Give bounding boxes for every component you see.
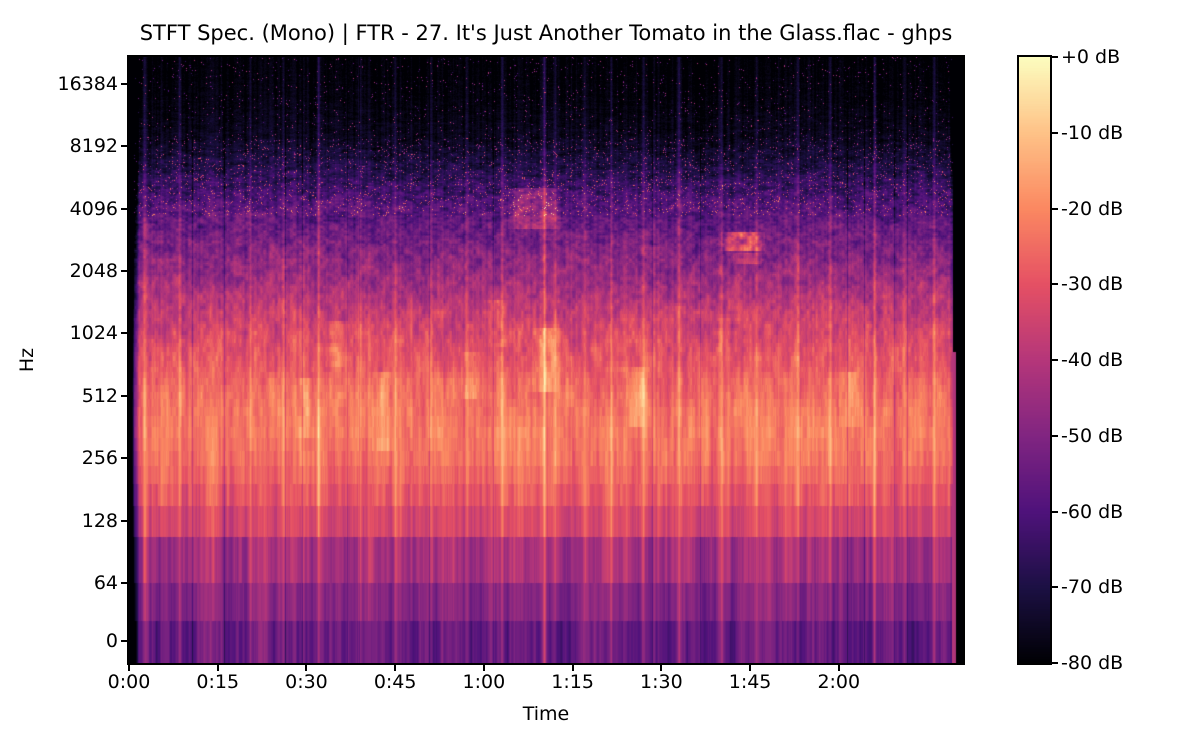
y-tick-label: 16384 <box>57 72 118 95</box>
x-tick-mark <box>394 665 397 671</box>
colorbar-tick-mark <box>1052 359 1058 361</box>
x-tick-label: 1:30 <box>639 671 683 693</box>
x-tick-label: 0:30 <box>285 671 328 693</box>
colorbar-tick-label: -10 dB <box>1061 121 1124 144</box>
colorbar-tick-label: -30 dB <box>1061 273 1124 296</box>
x-tick-label: 0:15 <box>196 671 240 693</box>
colorbar-gradient <box>1019 57 1050 663</box>
colorbar-tick-label: +0 dB <box>1061 46 1121 68</box>
y-tick-mark <box>121 519 127 522</box>
y-tick-label: 4096 <box>69 197 118 220</box>
colorbar-tick-label: -20 dB <box>1061 197 1124 220</box>
y-tick-mark <box>121 457 127 460</box>
y-tick-mark <box>121 270 127 272</box>
x-tick-mark <box>482 665 485 671</box>
x-tick-label: 1:15 <box>551 671 594 693</box>
y-tick-label: 2048 <box>69 260 118 282</box>
chart-title: STFT Spec. (Mono) | FTR - 27. It's Just … <box>139 21 953 45</box>
x-tick-mark <box>837 665 840 671</box>
y-tick-label: 1024 <box>69 322 118 345</box>
y-tick-label: 512 <box>81 384 118 407</box>
y-tick-label: 128 <box>81 509 118 532</box>
colorbar-tick-mark <box>1052 662 1058 664</box>
y-tick-mark <box>121 332 127 335</box>
x-tick-mark <box>216 665 219 671</box>
x-tick-mark <box>749 665 752 671</box>
x-axis-label: Time <box>522 703 570 725</box>
x-tick-label: 2:00 <box>817 671 861 693</box>
colorbar-tick-mark <box>1052 283 1058 286</box>
y-tick-mark <box>121 582 127 584</box>
colorbar-tick-label: -40 dB <box>1061 349 1124 371</box>
y-tick-label: 256 <box>81 447 118 470</box>
y-axis-label: Hz <box>16 347 38 373</box>
x-tick-label: 1:45 <box>728 671 772 693</box>
x-tick-label: 0:45 <box>373 671 417 693</box>
x-tick-mark <box>305 665 308 671</box>
y-tick-label: 8192 <box>69 135 118 158</box>
x-tick-label: 1:00 <box>462 671 506 693</box>
colorbar-tick-label: -70 dB <box>1061 576 1124 599</box>
colorbar-tick-label: -80 dB <box>1061 652 1124 674</box>
y-tick-mark <box>121 394 127 397</box>
colorbar-tick-mark <box>1052 56 1058 58</box>
y-tick-mark <box>121 640 127 642</box>
colorbar-tick-label: -60 dB <box>1061 500 1124 523</box>
colorbar-tick-mark <box>1052 131 1058 134</box>
y-tick-mark <box>121 207 127 210</box>
y-tick-label: 64 <box>93 572 118 594</box>
x-tick-label: 0:00 <box>107 671 151 693</box>
y-tick-mark <box>121 145 127 148</box>
colorbar-tick-label: -50 dB <box>1061 424 1124 447</box>
colorbar-tick-mark <box>1052 586 1058 589</box>
colorbar-tick-mark <box>1052 207 1058 210</box>
y-tick-label: 0 <box>105 630 118 652</box>
x-tick-mark <box>571 665 574 671</box>
x-tick-mark <box>128 665 130 671</box>
spectrogram-heatmap <box>129 57 963 663</box>
x-tick-mark <box>660 665 663 671</box>
y-tick-mark <box>121 82 127 85</box>
colorbar-tick-mark <box>1052 510 1058 513</box>
colorbar-tick-mark <box>1052 434 1058 437</box>
